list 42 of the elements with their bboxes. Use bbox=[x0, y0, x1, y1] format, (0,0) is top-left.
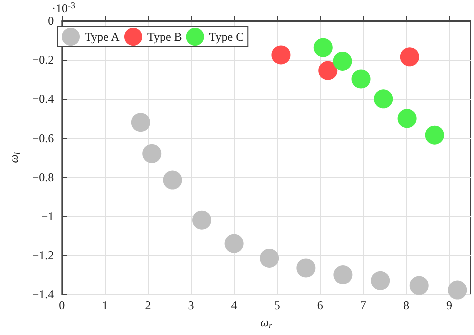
point bbox=[296, 258, 316, 278]
x-tick-label: 4 bbox=[231, 298, 238, 313]
point bbox=[163, 170, 182, 190]
legend-label: Type A bbox=[85, 30, 120, 44]
x-tick-label: 2 bbox=[145, 298, 152, 313]
point bbox=[142, 144, 162, 164]
point bbox=[398, 109, 417, 128]
x-tick-label: 0 bbox=[59, 298, 66, 313]
legend-label: Type C bbox=[209, 30, 244, 44]
point bbox=[260, 248, 280, 268]
x-tick-label: 5 bbox=[274, 298, 280, 313]
x-tick-label: 3 bbox=[188, 298, 194, 313]
y-tick-label: −1 bbox=[41, 209, 54, 224]
x-tick-label: 9 bbox=[446, 298, 452, 313]
point bbox=[400, 48, 420, 67]
x-tick-label: 6 bbox=[317, 298, 324, 313]
point bbox=[318, 61, 338, 80]
point bbox=[352, 70, 371, 89]
point bbox=[425, 126, 444, 145]
point bbox=[192, 210, 212, 230]
point bbox=[224, 234, 244, 254]
point bbox=[334, 266, 353, 285]
point bbox=[410, 276, 429, 296]
x-tick-label: 7 bbox=[360, 298, 366, 313]
x-tick-label: 8 bbox=[403, 298, 410, 313]
y-tick-label: −0.2 bbox=[32, 53, 54, 68]
x-tick-label: 1 bbox=[102, 298, 108, 313]
y-tick-label: −1.2 bbox=[32, 248, 54, 263]
y-tick-label: 0 bbox=[48, 14, 54, 28]
point bbox=[131, 113, 150, 132]
point bbox=[371, 271, 390, 290]
y-tick-label: −0.8 bbox=[32, 170, 54, 184]
y-axis-title: ωi bbox=[7, 152, 22, 164]
y-tick-label: −0.4 bbox=[32, 92, 54, 106]
point bbox=[314, 38, 333, 58]
point bbox=[333, 52, 352, 71]
point bbox=[272, 46, 291, 65]
y-tick-label: −1.4 bbox=[32, 288, 54, 302]
legend-label: Type B bbox=[147, 30, 182, 44]
point bbox=[448, 280, 468, 300]
y-tick-label: −0.6 bbox=[32, 131, 54, 146]
point bbox=[374, 90, 394, 109]
